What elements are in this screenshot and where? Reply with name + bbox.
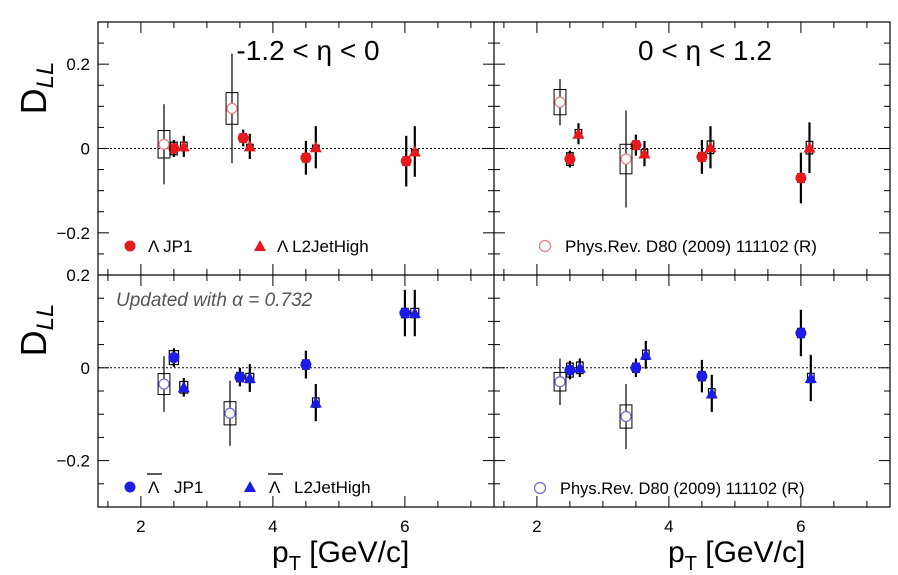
data-point-circle	[564, 153, 576, 165]
x-tick-label: 2	[532, 517, 541, 536]
x-tick-label: 6	[400, 517, 409, 536]
legend-label-previous-lambda: Phys.Rev. D80 (2009) 111102 (R)	[565, 237, 817, 256]
marks-layer	[157, 53, 817, 449]
data-point-circle	[300, 152, 312, 164]
x-tick-label: 4	[268, 517, 277, 536]
data-point-triangle	[705, 387, 718, 399]
data-point-open-circle	[158, 378, 170, 390]
data-point-triangle	[804, 372, 817, 384]
data-point-open-circle	[224, 407, 236, 419]
x-axis-title-left: pT [GeV/c]	[272, 536, 409, 575]
eta-range-left: -1.2 < η < 0	[236, 35, 379, 66]
x-tick-label: 4	[664, 517, 673, 536]
legend-label-lambda-jp1: Λ JP1	[148, 237, 192, 256]
y-tick-label: −0.2	[56, 452, 90, 471]
series-open-circle	[157, 53, 239, 185]
data-point-triangle	[803, 141, 816, 153]
legend-symbol-antilambda-jp1: Λ	[148, 478, 160, 497]
legend-bottom-right: Phys.Rev. D80 (2009) 111102 (R)	[533, 480, 805, 498]
series-filled-triangle	[572, 122, 816, 173]
data-point-open-circle	[620, 410, 632, 423]
y-axis-title-top: DLL	[13, 62, 59, 115]
series-filled-circle	[564, 309, 807, 393]
legend-marker-antilambda-jp1	[124, 481, 136, 493]
data-point-open-circle	[158, 138, 170, 150]
data-point-triangle	[573, 361, 586, 373]
legend-label-lambda-l2: Λ L2JetHigh	[277, 237, 369, 256]
series-open-circle	[553, 78, 633, 208]
series-open-circle	[553, 358, 633, 449]
series-filled-triangle	[177, 289, 421, 422]
y-tick-label: 0.2	[66, 55, 90, 74]
series-filled-circle	[564, 134, 807, 204]
data-point-triangle	[243, 140, 256, 152]
data-point-circle	[234, 371, 246, 383]
legend-marker-lambda-l2	[254, 240, 266, 251]
series-filled-circle	[168, 289, 411, 387]
data-point-circle	[795, 172, 807, 184]
data-point-triangle	[177, 381, 190, 393]
legend-label-antilambda-jp1: JP1	[174, 478, 203, 497]
legend-bottom-left: Λ JP1 Λ L2JetHigh	[124, 473, 371, 497]
axes-layer: 0.2 0 −0.2 0.2 0 −0.2 2 4 6 2 4 6	[56, 21, 890, 536]
data-point-circle	[564, 364, 576, 376]
updated-alpha-note: Updated with α = 0.732	[116, 290, 313, 311]
legend-top-left: Λ JP1 Λ L2JetHigh	[124, 237, 369, 256]
legend-label-antilambda-l2: L2JetHigh	[294, 478, 371, 497]
y-tick-label: 0	[81, 140, 90, 159]
data-point-circle	[399, 307, 411, 319]
legend-label-previous-antilambda: Phys.Rev. D80 (2009) 111102 (R)	[560, 480, 805, 498]
data-point-triangle	[309, 141, 322, 153]
y-axis-title-bottom: DLL	[13, 304, 59, 357]
data-point-triangle	[309, 396, 322, 408]
data-point-circle	[630, 139, 642, 151]
y-tick-label: −0.2	[56, 224, 90, 243]
data-point-circle	[300, 359, 312, 371]
x-tick-label: 2	[136, 517, 145, 536]
series-filled-circle	[168, 129, 412, 187]
legend-marker-lambda-jp1	[124, 240, 136, 252]
series-open-circle	[157, 356, 237, 446]
x-axis-title-right: pT [GeV/c]	[668, 536, 805, 575]
data-point-open-circle	[554, 376, 566, 388]
legend-symbol-antilambda-l2: Λ	[269, 478, 281, 497]
data-point-triangle	[572, 127, 585, 139]
data-point-circle	[400, 155, 412, 167]
legend-marker-previous-antilambda	[533, 481, 547, 495]
legend-marker-antilambda-l2	[244, 481, 256, 492]
data-point-circle	[168, 352, 180, 364]
x-tick-label: 6	[796, 517, 805, 536]
data-point-circle	[237, 132, 249, 144]
series-filled-triangle	[177, 126, 421, 177]
legend-marker-previous-lambda	[538, 239, 552, 253]
data-point-triangle	[638, 147, 651, 159]
data-point-open-circle	[226, 102, 238, 115]
y-tick-label: 0.2	[66, 266, 90, 285]
data-point-circle	[696, 151, 708, 163]
y-tick-label: 0	[81, 359, 90, 378]
data-point-triangle	[639, 348, 652, 360]
data-point-circle	[168, 143, 180, 154]
data-point-triangle	[408, 307, 421, 319]
data-point-circle	[696, 370, 708, 382]
data-point-circle	[795, 327, 807, 339]
data-point-open-circle	[554, 96, 566, 108]
data-point-triangle	[243, 372, 256, 384]
data-point-triangle	[704, 141, 717, 153]
data-point-open-circle	[620, 153, 632, 165]
series-filled-triangle	[573, 340, 817, 412]
legend-top-right: Phys.Rev. D80 (2009) 111102 (R)	[538, 237, 817, 256]
eta-range-right: 0 < η < 1.2	[638, 35, 772, 66]
data-point-triangle	[177, 140, 190, 152]
data-point-triangle	[408, 145, 421, 157]
data-point-circle	[630, 362, 642, 374]
